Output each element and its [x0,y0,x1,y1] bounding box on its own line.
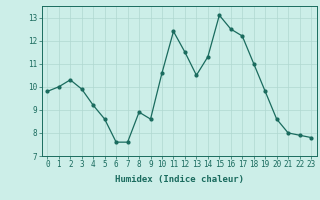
X-axis label: Humidex (Indice chaleur): Humidex (Indice chaleur) [115,175,244,184]
